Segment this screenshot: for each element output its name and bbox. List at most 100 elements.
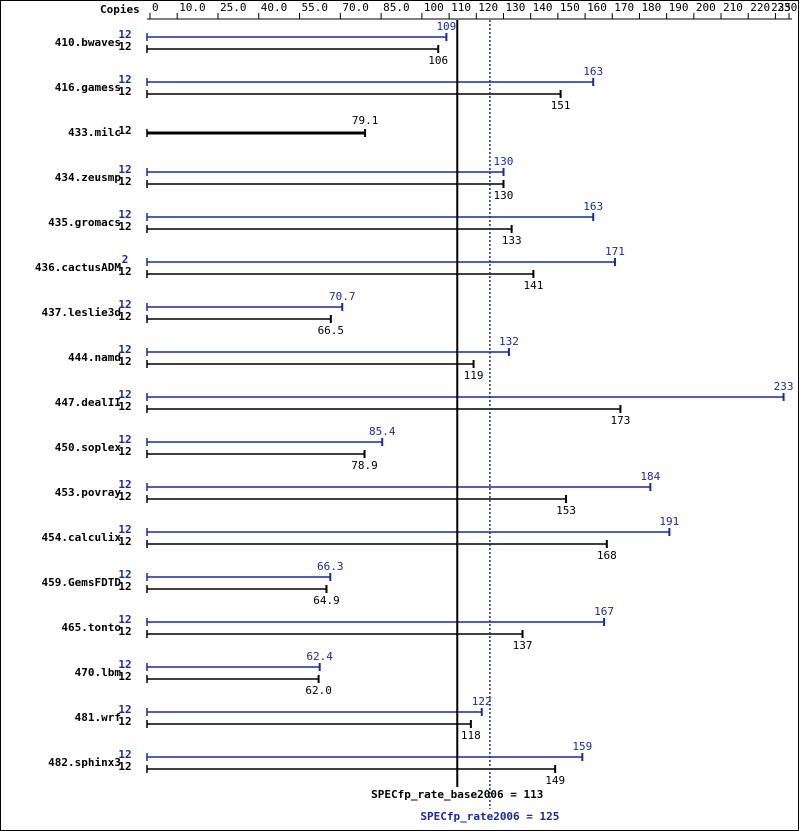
value-label: 119 [464,369,484,382]
x-tick-label: 235 [771,1,791,14]
copies-label: 12 [118,625,131,638]
value-label: 149 [545,774,565,787]
category-label: 459.GemsFDTD [42,576,122,589]
copies-label: 12 [118,703,131,716]
value-label: 159 [572,740,592,753]
copies-label: 12 [118,760,131,773]
category-label: 454.calculix [42,531,122,544]
value-label: 167 [594,605,614,618]
copies-label: 12 [118,163,131,176]
x-tick-label: 150 [560,1,580,14]
copies-label: 12 [118,40,131,53]
x-tick-label: 170 [614,1,634,14]
value-label: 163 [583,65,603,78]
copies-label: 12 [118,265,131,278]
copies-label: 12 [118,175,131,188]
x-axis-label: Copies [100,3,140,16]
copies-label: 12 [118,568,131,581]
value-label: 70.7 [329,290,356,303]
copies-label: 12 [118,343,131,356]
copies-label: 12 [118,658,131,671]
x-tick-label: 220 [750,1,770,14]
category-label: 436.cactusADM [35,261,121,274]
x-tick-label: 100 [424,1,444,14]
x-tick-label: 200 [696,1,716,14]
x-tick-label: 210 [723,1,743,14]
category-label: 481.wrf [75,711,121,724]
x-tick-label: 10.0 [179,1,206,14]
value-label: 66.5 [318,324,345,337]
copies-label: 12 [118,28,131,41]
x-tick-label: 0 [152,1,159,14]
value-label: 184 [640,470,660,483]
copies-label: 12 [118,388,131,401]
x-tick-label: 140 [533,1,553,14]
x-tick-label: 40.0 [261,1,288,14]
category-label: 416.gamess [55,81,121,94]
category-label: 453.povray [55,486,122,499]
x-tick-label: 230 [777,1,797,14]
value-label: 132 [499,335,519,348]
value-label: 118 [461,729,481,742]
x-tick-label: 110 [451,1,471,14]
copies-label: 12 [118,298,131,311]
value-label: 141 [523,279,543,292]
category-label: 482.sphinx3 [48,756,121,769]
copies-label: 12 [118,73,131,86]
copies-label: 12 [118,580,131,593]
category-label: 465.tonto [61,621,121,634]
reference-label: SPECfp_rate_base2006 = 113 [371,788,543,801]
x-tick-label: 70.0 [342,1,369,14]
x-tick-label: 85.0 [383,1,410,14]
value-label: 137 [513,639,533,652]
category-label: 470.lbm [75,666,122,679]
value-label: 64.9 [313,594,340,607]
copies-label: 12 [118,715,131,728]
copies-label: 2 [122,253,129,266]
copies-label: 12 [118,310,131,323]
copies-label: 12 [118,445,131,458]
x-tick-label: 55.0 [302,1,329,14]
copies-label: 12 [118,748,131,761]
category-label: 434.zeusmp [55,171,122,184]
value-label: 106 [428,54,448,67]
value-label: 79.1 [352,114,379,127]
value-label: 133 [502,234,522,247]
value-label: 130 [494,155,514,168]
x-tick-label: 180 [641,1,661,14]
reference-label: SPECfp_rate2006 = 125 [420,810,559,823]
category-label: 433.milc [68,126,121,139]
copies-label: 12 [118,124,131,137]
value-label: 168 [597,549,617,562]
value-label: 109 [436,20,456,33]
value-label: 66.3 [317,560,344,573]
copies-label: 12 [118,433,131,446]
copies-label: 12 [118,670,131,683]
copies-label: 12 [118,355,131,368]
copies-label: 12 [118,535,131,548]
copies-label: 12 [118,613,131,626]
category-label: 410.bwaves [55,36,121,49]
category-label: 435.gromacs [48,216,121,229]
category-label: 447.dealII [55,396,121,409]
value-label: 122 [472,695,492,708]
x-tick-label: 190 [669,1,689,14]
value-label: 173 [610,414,630,427]
value-label: 191 [659,515,679,528]
x-tick-label: 130 [505,1,525,14]
copies-label: 12 [118,400,131,413]
value-label: 62.0 [305,684,332,697]
value-label: 130 [494,189,514,202]
category-label: 437.leslie3d [42,306,121,319]
x-tick-label: 160 [587,1,607,14]
value-label: 233 [774,380,794,393]
value-label: 78.9 [351,459,378,472]
x-tick-label: 25.0 [220,1,247,14]
copies-label: 12 [118,478,131,491]
copies-label: 12 [118,208,131,221]
value-label: 171 [605,245,625,258]
value-label: 85.4 [369,425,396,438]
copies-label: 12 [118,490,131,503]
